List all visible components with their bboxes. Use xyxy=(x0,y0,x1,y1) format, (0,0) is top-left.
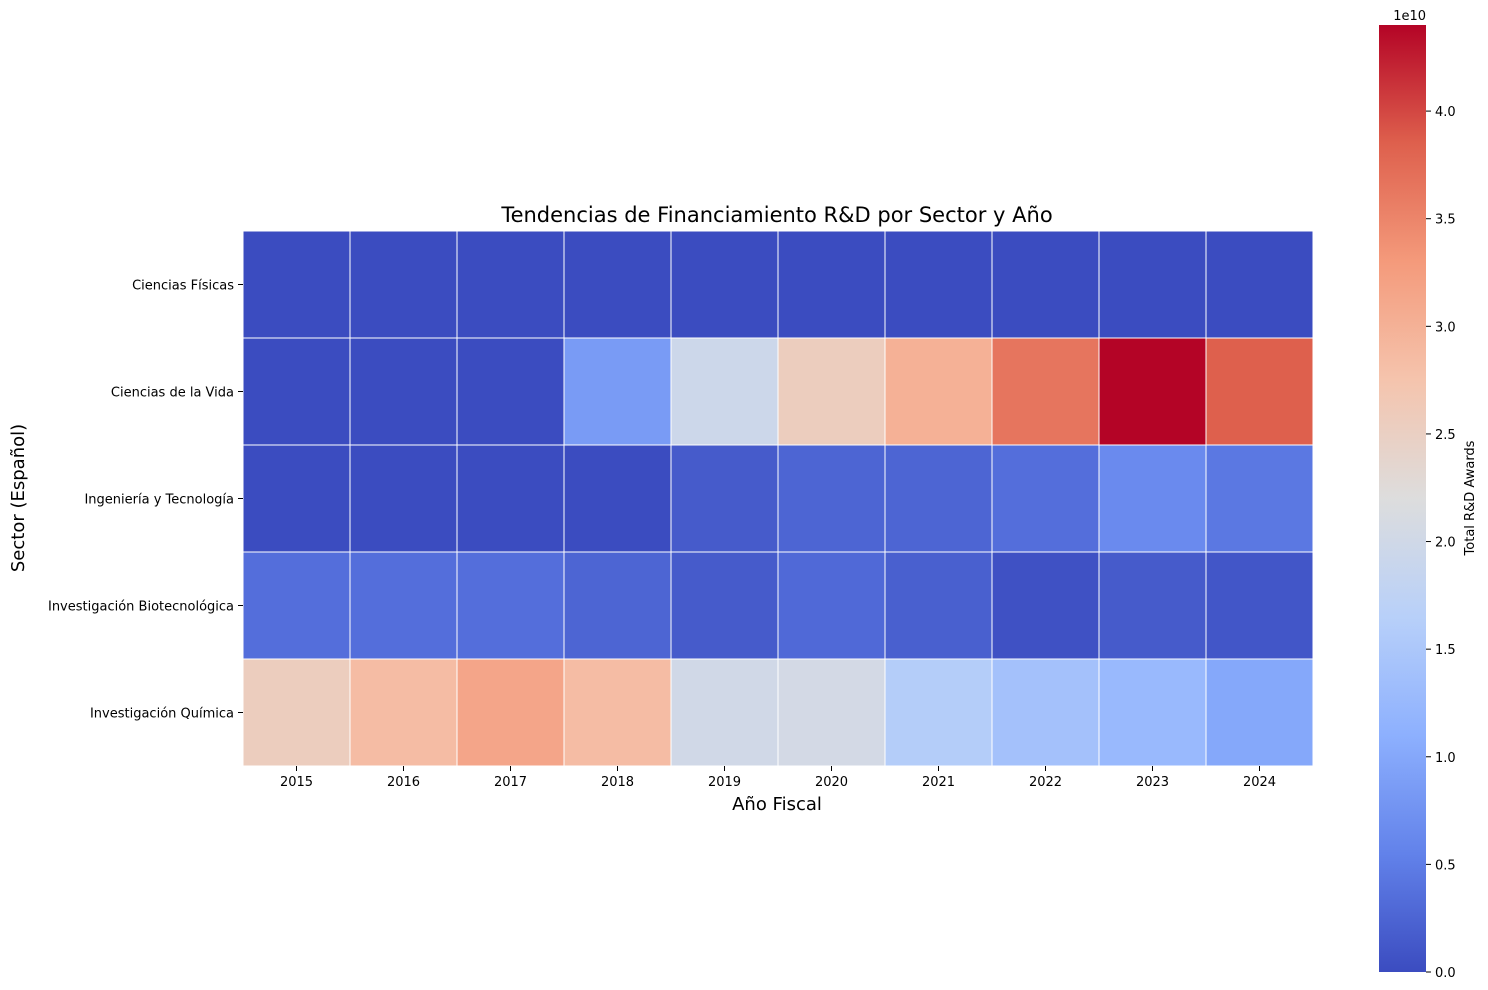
heatmap-cell xyxy=(1098,230,1207,339)
heatmap-cell xyxy=(1098,337,1207,446)
heatmap-cell xyxy=(242,230,351,339)
heatmap-cell xyxy=(1098,551,1207,660)
heatmap-cell xyxy=(991,551,1100,660)
heatmap-cell xyxy=(884,337,993,446)
heatmap-cell xyxy=(349,337,458,446)
colorbar-tick-label: 2.5 xyxy=(1435,428,1456,443)
colorbar-tick-label: 1.5 xyxy=(1435,643,1456,658)
heatmap-cell xyxy=(670,337,779,446)
y-tick-label: Ciencias Físicas xyxy=(132,279,234,294)
heatmap-cell xyxy=(456,658,565,767)
heatmap-cell xyxy=(242,551,351,660)
heatmap-cell xyxy=(670,551,779,660)
colorbar-tick-label: 4.0 xyxy=(1435,105,1456,120)
colorbar-ticks: 0.0 0.5 1.0 1.5 2.0 2.5 3.0 3.5 4.0 xyxy=(1426,105,1456,981)
heatmap-cell xyxy=(1205,337,1314,446)
heatmap-cell xyxy=(884,658,993,767)
heatmap-cell xyxy=(1098,658,1207,767)
heatmap-cell xyxy=(456,444,565,553)
x-tick-label: 2024 xyxy=(1243,775,1276,790)
chart-title: Tendencias de Financiamiento R&D por Sec… xyxy=(500,203,1052,227)
x-tick-label: 2023 xyxy=(1136,775,1169,790)
x-tick-label: 2020 xyxy=(815,775,848,790)
colorbar-tick-label: 2.0 xyxy=(1435,536,1456,551)
heatmap-cell xyxy=(456,230,565,339)
heatmap-cell xyxy=(991,444,1100,553)
colorbar-tick-label: 0.5 xyxy=(1435,858,1456,873)
y-tick-label: Ciencias de la Vida xyxy=(111,386,234,401)
heatmap-cell xyxy=(456,551,565,660)
colorbar-tick-label: 3.0 xyxy=(1435,320,1456,335)
heatmap-cell xyxy=(777,444,886,553)
heatmap-cell xyxy=(991,337,1100,446)
y-axis-label: Sector (Español) xyxy=(8,424,29,572)
heatmap-cell xyxy=(349,658,458,767)
x-axis-ticks: 2015 2016 2017 2018 2019 2020 2021 2022 2023 2024 xyxy=(280,766,1276,790)
heatmap-cell xyxy=(1205,551,1314,660)
heatmap-cell xyxy=(670,658,779,767)
colorbar-multiplier: 1e10 xyxy=(1393,9,1426,24)
heatmap-cell xyxy=(349,444,458,553)
y-axis-ticks: Ciencias Físicas Ciencias de la Vida Ingen… xyxy=(48,279,243,722)
x-tick-label: 2021 xyxy=(922,775,955,790)
y-tick-label: Investigación Química xyxy=(90,707,234,722)
colorbar xyxy=(1379,25,1426,972)
heatmap-cell xyxy=(1205,230,1314,339)
colorbar-tick-label: 0.0 xyxy=(1435,966,1456,981)
colorbar-label: Total R&D Awards xyxy=(1463,440,1478,556)
x-tick-label: 2018 xyxy=(601,775,634,790)
y-tick-label: Investigación Biotecnológica xyxy=(48,600,234,615)
heatmap-cell xyxy=(242,337,351,446)
heatmap-cell xyxy=(670,230,779,339)
heatmap-cell xyxy=(991,658,1100,767)
heatmap-cell xyxy=(1098,444,1207,553)
heatmap-cell xyxy=(1205,444,1314,553)
heatmap-cell xyxy=(563,658,672,767)
heatmap-cell xyxy=(670,444,779,553)
heatmap-cell xyxy=(991,230,1100,339)
heatmap-cell xyxy=(1205,658,1314,767)
heatmap-cell xyxy=(563,230,672,339)
colorbar-tick-label: 3.5 xyxy=(1435,213,1456,228)
heatmap-cell xyxy=(777,230,886,339)
heatmap-cell xyxy=(456,337,565,446)
heatmap-cell xyxy=(777,658,886,767)
heatmap-cell xyxy=(884,444,993,553)
heatmap-cell xyxy=(563,444,672,553)
y-tick-label: Ingeniería y Tecnología xyxy=(84,493,234,508)
heatmap-cell xyxy=(777,337,886,446)
heatmap-cell xyxy=(884,551,993,660)
x-tick-label: 2022 xyxy=(1029,775,1062,790)
x-tick-label: 2015 xyxy=(280,775,313,790)
heatmap-cells xyxy=(242,230,1314,767)
colorbar-tick-label: 1.0 xyxy=(1435,751,1456,766)
heatmap-cell xyxy=(242,444,351,553)
x-axis-label: Año Fiscal xyxy=(732,794,822,815)
x-tick-label: 2017 xyxy=(494,775,527,790)
heatmap-cell xyxy=(242,658,351,767)
heatmap-cell xyxy=(563,337,672,446)
x-tick-label: 2019 xyxy=(708,775,741,790)
heatmap-cell xyxy=(349,230,458,339)
heatmap-cell xyxy=(563,551,672,660)
heatmap-cell xyxy=(349,551,458,660)
heatmap-cell xyxy=(884,230,993,339)
heatmap-cell xyxy=(777,551,886,660)
x-tick-label: 2016 xyxy=(387,775,420,790)
